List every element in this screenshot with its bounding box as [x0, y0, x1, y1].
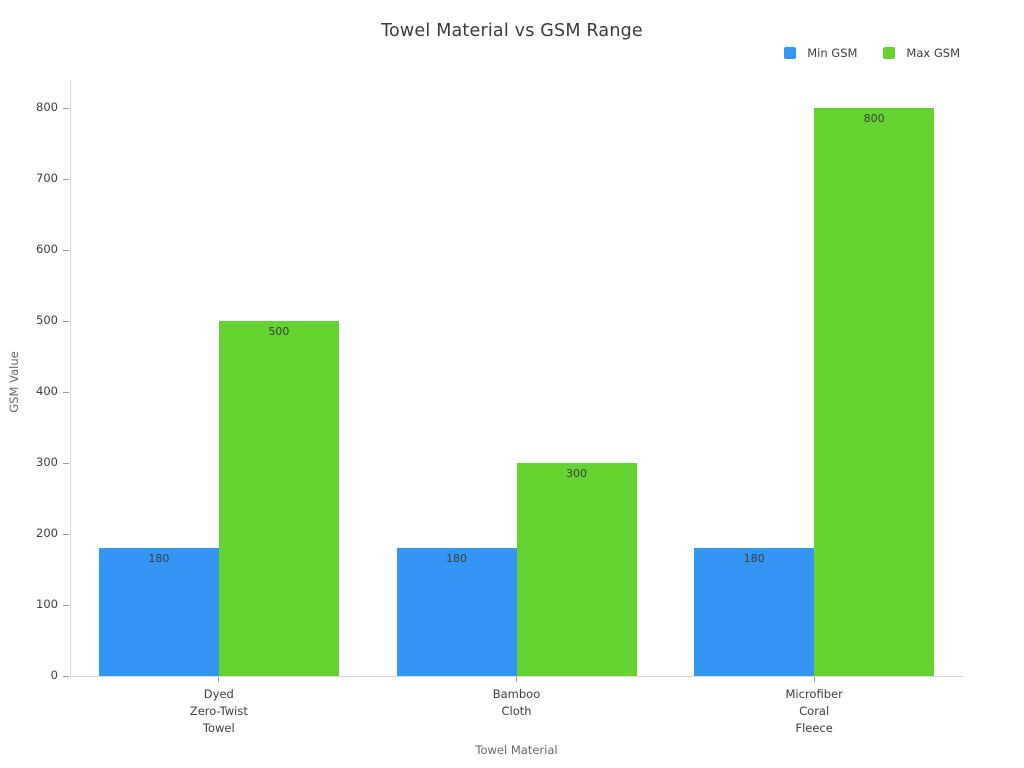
bar-value-label: 180: [446, 552, 467, 566]
x-axis-title: Towel Material: [475, 743, 558, 757]
y-tick-label: 800: [36, 100, 58, 114]
y-tick-label: 600: [36, 242, 58, 256]
y-tick-label: 500: [36, 313, 58, 327]
x-tick-mark: [516, 677, 517, 682]
y-tick-mark: [63, 178, 69, 180]
y-tick-label: 200: [36, 526, 58, 540]
plot-area: 0 100 200 300 400 500 600 700 800 180 500 Dyed Zero-…: [36, 80, 963, 735]
y-tick-mark: [63, 249, 69, 251]
legend-swatch-min-gsm: [784, 47, 797, 59]
y-tick-label: 0: [50, 668, 58, 682]
x-tick-label: Bamboo Cloth: [492, 687, 541, 718]
y-tick-mark: [63, 533, 69, 535]
bar-min-gsm: 180: [694, 548, 815, 676]
bar-value-label: 300: [566, 467, 587, 480]
x-tick-label: Dyed Zero-Twist Towel: [189, 687, 248, 735]
y-tick-mark: [63, 675, 69, 677]
legend: Min GSM Max GSM: [784, 46, 960, 60]
y-tick-mark: [63, 107, 69, 109]
y-tick-label: 100: [36, 597, 58, 611]
y-axis-line: [70, 80, 71, 676]
y-tick-mark: [63, 604, 69, 606]
legend-label-max-gsm: Max GSM: [906, 46, 960, 60]
legend-item-max-gsm: Max GSM: [883, 46, 960, 60]
bar-min-gsm: 180: [396, 548, 517, 676]
y-tick-label: 700: [36, 171, 58, 185]
bar-max-gsm: 800: [814, 108, 935, 676]
bar-value-label: 180: [743, 552, 765, 566]
y-axis-title: GSM Value: [7, 351, 21, 413]
y-tick-label: 400: [36, 384, 58, 398]
y-tick-label: 300: [36, 455, 58, 469]
x-tick-label: Microfiber Coral Fleece: [785, 687, 843, 735]
bar-max-gsm: 300: [516, 463, 637, 676]
y-tick-mark: [63, 462, 69, 464]
bar-value-label: 180: [148, 552, 170, 566]
x-tick-mark: [218, 677, 220, 682]
x-tick-mark: [813, 677, 815, 682]
y-tick-mark: [63, 391, 69, 393]
chart-title: Towel Material vs GSM Range: [381, 21, 643, 41]
legend-label-min-gsm: Min GSM: [807, 46, 858, 60]
legend-swatch-max-gsm: [883, 47, 896, 59]
bar-value-label: 800: [863, 112, 885, 125]
bar-value-label: 500: [268, 325, 290, 338]
y-tick-mark: [63, 320, 69, 322]
x-axis-line: [70, 676, 963, 677]
bar-min-gsm: 180: [98, 548, 219, 676]
bar-max-gsm: 500: [218, 321, 339, 676]
legend-item-min-gsm: Min GSM: [784, 46, 857, 60]
